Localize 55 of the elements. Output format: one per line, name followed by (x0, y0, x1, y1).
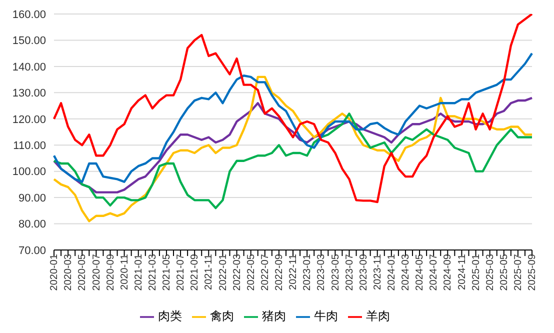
x-tick-label: 2022-05 (246, 254, 257, 291)
x-tick-label: 2022-09 (274, 254, 286, 291)
x-tick-label: 2024-07 (428, 254, 440, 291)
legend-label: 羊肉 (366, 309, 390, 323)
x-tick-label: 2025-05 (498, 254, 510, 291)
x-tick-label: 2021-03 (148, 254, 159, 291)
x-tick-label: 2024-01 (386, 254, 398, 291)
y-tick-label: 130.00 (12, 88, 46, 100)
legend-label: 肉类 (158, 309, 182, 323)
y-tick-label: 110.00 (13, 140, 46, 152)
x-tick-label: 2021-11 (204, 254, 215, 290)
x-tick-label: 2020-03 (63, 254, 74, 291)
x-tick-label: 2022-01 (218, 254, 229, 291)
line-series (52, 52, 534, 183)
y-tick-label: 100.00 (12, 166, 46, 178)
y-tick-label: 150.00 (12, 35, 46, 48)
x-tick-label: 2023-03 (316, 254, 328, 291)
legend-label: 猪肉 (262, 309, 286, 323)
x-tick-label: 2025-07 (513, 254, 524, 291)
x-tick-label: 2024-11 (456, 254, 468, 290)
x-tick-label: 2025-03 (484, 254, 496, 291)
line-series (52, 96, 534, 194)
line-series (52, 112, 534, 210)
legend-label: 牛肉 (314, 309, 338, 323)
line-series (52, 14, 534, 204)
x-tick-label: 2020-09 (105, 254, 116, 291)
y-tick-label: 160.00 (12, 8, 46, 21)
x-tick-label: 2021-09 (190, 254, 201, 291)
x-tick-label: 2022-07 (260, 254, 271, 291)
y-tick-label: 120.00 (12, 114, 46, 126)
x-tick-label: 2023-05 (330, 254, 342, 291)
y-tick-label: 140.00 (12, 61, 46, 74)
legend-label: 禽肉 (210, 309, 234, 323)
x-tick-label: 2021-01 (133, 254, 144, 291)
x-tick-label: 2020-07 (91, 254, 102, 291)
x-tick-label: 2023-07 (344, 254, 356, 291)
y-tick-label: 90.00 (18, 192, 46, 204)
y-tick-label: 70.00 (18, 244, 46, 257)
x-tick-label: 2024-05 (414, 254, 426, 291)
x-tick-label: 2022-03 (232, 254, 243, 291)
x-tick-label: 2024-03 (400, 254, 412, 291)
x-tick-label: 2020-01 (49, 254, 60, 291)
x-tick-label: 2023-01 (302, 254, 314, 291)
x-tick-label: 2021-05 (162, 254, 173, 291)
x-tick-label: 2022-11 (288, 254, 300, 290)
x-tick-label: 2023-09 (358, 254, 370, 291)
x-tick-label: 2025-01 (470, 254, 482, 291)
y-tick-label: 80.00 (18, 218, 46, 231)
x-tick-label: 2021-07 (176, 254, 187, 291)
x-tick-label: 2020-11 (119, 254, 130, 290)
line-series (52, 76, 534, 222)
x-tick-label: 2020-05 (77, 254, 88, 291)
x-tick-label: 2024-09 (442, 254, 454, 291)
x-tick-label: 2025-09 (527, 254, 538, 291)
x-tick-label: 2023-11 (372, 254, 384, 290)
